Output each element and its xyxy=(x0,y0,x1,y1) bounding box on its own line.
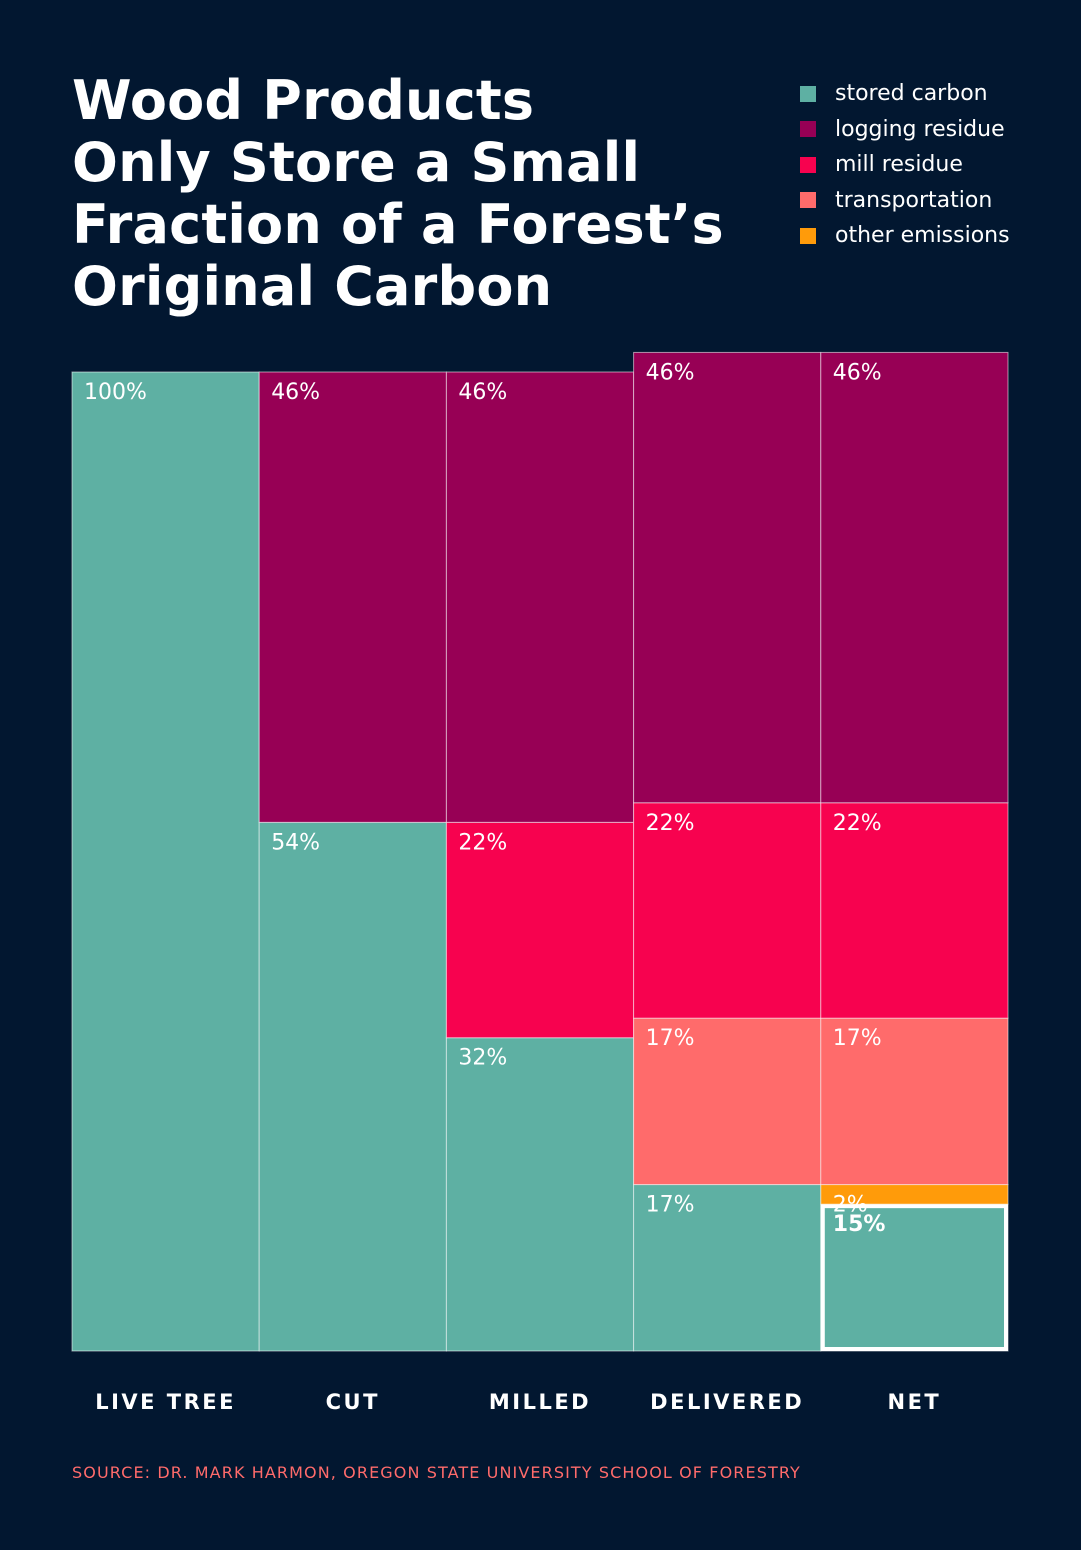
legend-label: mill residue xyxy=(835,152,963,178)
bar-segment-net-stored-carbon xyxy=(820,1203,1009,1352)
legend-swatch-mill-residue xyxy=(800,156,816,173)
bar-segment-net-transportation xyxy=(820,1017,1009,1186)
title-line: Wood Products xyxy=(72,69,535,132)
data-label-net-other-emissions: 2% xyxy=(833,1193,868,1218)
bar-segment-milled-logging-residue xyxy=(445,371,635,823)
legend-label: stored carbon xyxy=(835,81,988,107)
category-label-live-tree: LIVE TREE xyxy=(95,1390,236,1414)
title-line: Only Store a Small xyxy=(72,131,641,194)
bar-segment-delivered-stored-carbon xyxy=(633,1184,822,1352)
legend-label: logging residue xyxy=(835,116,1005,142)
legend-swatch-logging-residue xyxy=(800,121,816,138)
legend-item: other emissions xyxy=(800,218,1010,254)
data-label-milled-stored-carbon: 32% xyxy=(458,1046,507,1071)
data-label-delivered-logging-residue: 46% xyxy=(646,360,695,385)
chart-legend: stored carbon logging residue mill resid… xyxy=(800,76,1010,254)
bar-segment-net-logging-residue xyxy=(820,351,1009,804)
highlight-outline-net xyxy=(820,1204,1008,1352)
bar-segment-cut-logging-residue xyxy=(258,371,447,823)
bar-segment-live-tree-stored-carbon xyxy=(71,371,260,1352)
data-label-milled-mill-residue: 22% xyxy=(458,830,507,855)
data-label-net-logging-residue: 46% xyxy=(833,360,882,385)
category-label-net: NET xyxy=(888,1390,942,1414)
category-label-milled: MILLED xyxy=(489,1390,591,1414)
title-line: Fraction of a Forest’s xyxy=(72,193,724,256)
legend-item: transportation xyxy=(800,183,1010,219)
source-note: SOURCE: DR. MARK HARMON, OREGON STATE UN… xyxy=(72,1463,801,1482)
data-label-live-tree-stored-carbon: 100% xyxy=(84,380,147,405)
bar-segment-delivered-logging-residue xyxy=(633,351,822,804)
data-label-delivered-stored-carbon: 17% xyxy=(646,1193,695,1218)
data-label-net-transportation: 17% xyxy=(833,1026,882,1051)
data-label-net-mill-residue: 22% xyxy=(833,811,882,836)
bar-segment-milled-stored-carbon xyxy=(445,1037,635,1352)
legend-label: other emissions xyxy=(835,223,1010,249)
data-label-cut-stored-carbon: 54% xyxy=(271,830,320,855)
bar-segment-delivered-mill-residue xyxy=(633,802,822,1019)
title-line: Original Carbon xyxy=(72,255,553,318)
legend-swatch-stored-carbon xyxy=(800,85,816,102)
legend-swatch-other-emissions xyxy=(800,227,816,244)
legend-item: mill residue xyxy=(800,147,1010,183)
legend-item: logging residue xyxy=(800,112,1010,148)
legend-swatch-transportation xyxy=(800,192,816,209)
bar-segment-cut-stored-carbon xyxy=(258,821,447,1352)
bar-segment-delivered-transportation xyxy=(633,1017,822,1186)
legend-label: transportation xyxy=(835,187,993,213)
data-label-net-stored-carbon: 15% xyxy=(833,1212,886,1237)
category-label-cut: CUT xyxy=(326,1390,380,1414)
category-label-delivered: DELIVERED xyxy=(650,1390,804,1414)
bar-segment-net-mill-residue xyxy=(820,802,1009,1019)
data-label-delivered-mill-residue: 22% xyxy=(646,811,695,836)
data-label-cut-logging-residue: 46% xyxy=(271,380,320,405)
data-label-milled-logging-residue: 46% xyxy=(458,380,507,405)
legend-item: stored carbon xyxy=(800,76,1010,112)
data-label-delivered-transportation: 17% xyxy=(646,1026,695,1051)
chart-title: Wood Products Only Store a Small Fractio… xyxy=(72,69,724,318)
